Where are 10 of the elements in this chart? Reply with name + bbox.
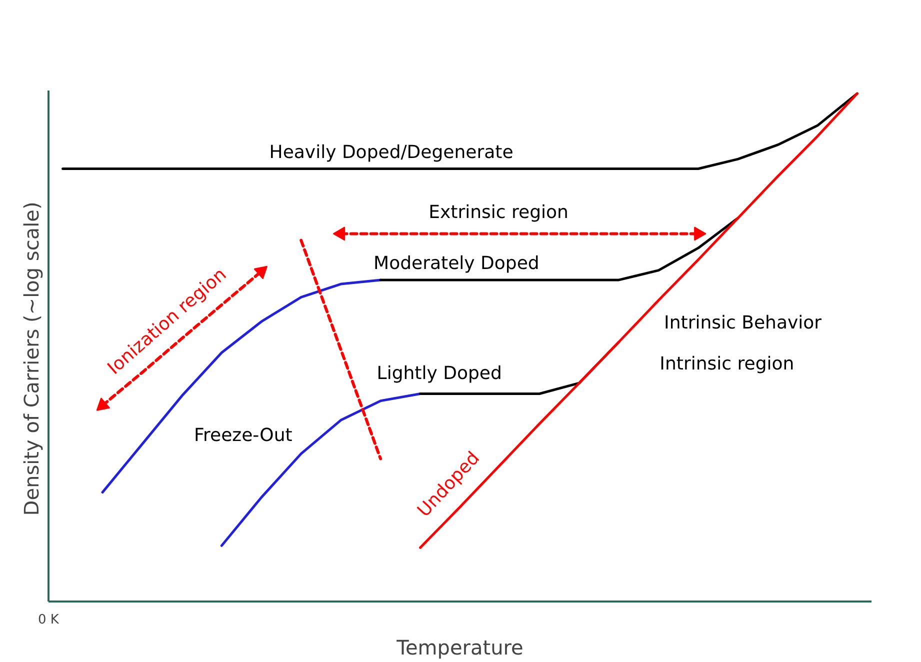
text: 0 K xyxy=(38,612,60,628)
annotation: Extrinsic region xyxy=(428,202,568,223)
annotation: Intrinsic Behavior xyxy=(664,312,822,334)
x-axis-title: Temperature xyxy=(396,636,524,660)
annotation: Moderately Doped xyxy=(374,253,540,274)
annotation: Lightly Doped xyxy=(376,362,502,384)
annotation: Heavily Doped/Degenerate xyxy=(269,142,514,163)
y-axis-title: Density of Carriers (~log scale) xyxy=(20,202,44,516)
annotation: Freeze-Out xyxy=(194,424,292,446)
annotation: Intrinsic region xyxy=(660,353,794,374)
